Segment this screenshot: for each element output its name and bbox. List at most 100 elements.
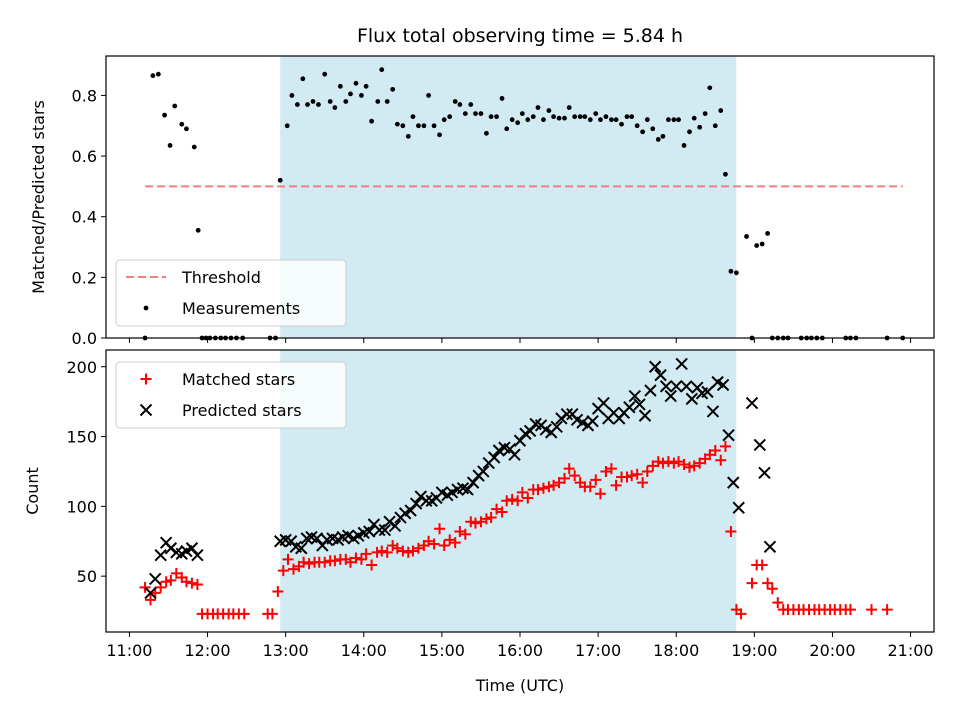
data-point xyxy=(523,424,537,438)
data-point xyxy=(499,96,505,101)
data-point xyxy=(366,559,378,571)
data-point xyxy=(655,136,661,142)
data-point xyxy=(758,466,771,480)
data-point xyxy=(707,85,713,91)
data-point xyxy=(605,463,617,475)
data-point xyxy=(753,438,767,452)
data-point xyxy=(662,456,674,468)
data-point xyxy=(162,112,167,118)
data-point xyxy=(508,448,521,461)
data-point xyxy=(473,111,478,117)
data-point xyxy=(484,130,489,136)
data-point xyxy=(637,477,649,489)
data-point xyxy=(594,488,606,500)
data-point xyxy=(428,538,440,550)
data-point xyxy=(586,414,599,428)
data-point xyxy=(375,99,381,104)
data-point xyxy=(515,120,521,126)
legend: Threshold Measurements xyxy=(115,259,347,327)
data-point xyxy=(150,73,156,79)
data-point xyxy=(765,230,771,236)
x-tick-label: 18:00 xyxy=(653,641,699,660)
data-point xyxy=(145,594,157,606)
data-point xyxy=(363,525,376,538)
data-point xyxy=(582,114,588,120)
data-point xyxy=(666,117,671,123)
data-point xyxy=(496,506,508,518)
data-point xyxy=(723,171,728,177)
data-point xyxy=(348,91,353,97)
data-point xyxy=(363,83,369,89)
data-point xyxy=(480,513,492,525)
data-point xyxy=(343,99,349,104)
series-predicted-stars xyxy=(144,357,777,600)
data-point xyxy=(754,243,760,248)
data-point xyxy=(449,537,461,549)
data-point xyxy=(172,103,178,109)
data-point xyxy=(384,99,390,104)
legend-marker-swatch xyxy=(143,305,149,311)
data-point xyxy=(577,114,583,120)
data-point xyxy=(184,126,189,132)
data-point xyxy=(139,581,151,593)
data-point xyxy=(376,545,388,557)
data-point xyxy=(431,123,437,129)
data-point xyxy=(160,576,172,588)
data-point xyxy=(590,474,602,486)
data-point xyxy=(866,604,878,616)
legend-label: Matched stars xyxy=(182,370,295,389)
data-point xyxy=(310,99,316,104)
data-point xyxy=(532,484,544,496)
data-point xyxy=(294,102,300,107)
legend-label: Predicted stars xyxy=(182,401,302,420)
data-point xyxy=(468,102,474,107)
data-point xyxy=(687,129,692,135)
legend-box xyxy=(115,259,347,327)
data-point xyxy=(295,542,308,555)
data-point xyxy=(619,121,624,127)
data-point xyxy=(167,143,173,148)
data-point xyxy=(566,105,572,110)
data-point xyxy=(722,428,735,442)
data-point xyxy=(191,579,203,591)
observing-interval-shading xyxy=(280,56,737,338)
legend: Matched stars Predicted stars xyxy=(115,361,347,429)
y-axis-title: Count xyxy=(23,467,42,515)
data-point xyxy=(298,556,310,568)
x-tick-label: 12:00 xyxy=(184,641,230,660)
data-point xyxy=(447,114,453,120)
data-point xyxy=(660,133,666,139)
data-point xyxy=(284,123,290,129)
data-point xyxy=(501,495,513,507)
data-point xyxy=(640,129,646,135)
data-point xyxy=(664,389,677,403)
data-point xyxy=(763,540,777,554)
data-point xyxy=(394,121,400,127)
data-point xyxy=(541,117,546,123)
y-tick-label: 0.6 xyxy=(72,147,97,166)
data-point xyxy=(359,93,364,98)
series-matched-stars xyxy=(139,440,893,620)
legend-label: Threshold xyxy=(181,268,261,287)
data-point xyxy=(488,114,494,120)
data-point xyxy=(530,114,536,120)
y-tick-label: 0.2 xyxy=(72,268,97,287)
data-point xyxy=(633,398,646,411)
data-point xyxy=(598,117,603,123)
data-point xyxy=(329,555,341,567)
data-point xyxy=(316,102,321,107)
data-point xyxy=(522,492,534,504)
data-point xyxy=(461,483,474,496)
data-point xyxy=(488,451,501,464)
data-point xyxy=(319,556,331,568)
data-point xyxy=(844,604,856,616)
data-point xyxy=(300,76,306,82)
data-point xyxy=(563,463,575,475)
data-point xyxy=(437,132,442,138)
y-tick-label: 0.8 xyxy=(72,86,97,105)
data-point xyxy=(426,93,432,98)
data-point xyxy=(670,380,683,393)
data-point xyxy=(405,133,411,139)
data-point xyxy=(179,121,185,127)
data-point xyxy=(691,115,697,121)
